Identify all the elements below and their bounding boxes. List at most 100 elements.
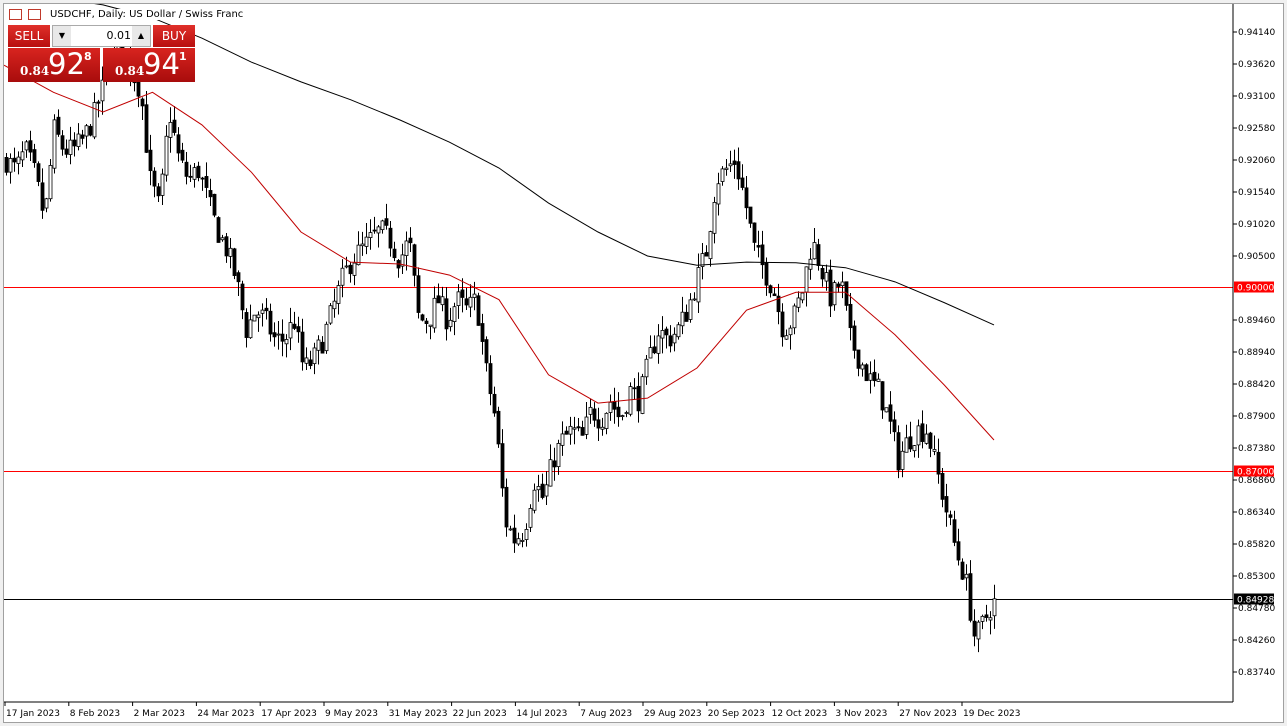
candle-body: [972, 620, 977, 637]
sell-button[interactable]: SELL: [8, 25, 50, 47]
candle-body: [624, 412, 629, 414]
price-tick-label: 0.93100: [1238, 92, 1275, 102]
candle: [80, 129, 85, 145]
candle: [620, 414, 625, 421]
candle-body: [816, 244, 821, 266]
candle: [764, 257, 769, 296]
candle-body: [732, 160, 737, 165]
candle-body: [488, 363, 493, 395]
candle: [720, 166, 725, 186]
candle: [636, 372, 641, 423]
candle: [852, 320, 857, 359]
candle: [352, 253, 357, 286]
candle: [552, 447, 557, 481]
candle: [676, 322, 681, 340]
candle-body: [764, 262, 769, 286]
bid-price[interactable]: 0.84 92 8: [8, 48, 100, 82]
candle-body: [748, 206, 753, 224]
candle-body: [920, 423, 925, 442]
candle-body: [692, 298, 697, 301]
candle: [848, 293, 853, 341]
candle: [300, 318, 305, 371]
candle: [192, 163, 197, 188]
increase-lot-button[interactable]: ▲: [132, 26, 150, 46]
candle: [240, 280, 245, 320]
price-tick-label: 0.87380: [1238, 444, 1275, 454]
candle-body: [872, 371, 877, 382]
candle: [476, 292, 481, 326]
candle: [512, 514, 517, 553]
ma-slow-line: [94, 4, 995, 326]
candle-body: [416, 275, 421, 313]
candle: [572, 416, 577, 445]
candle: [880, 381, 885, 419]
candle: [272, 322, 277, 347]
candle-body: [476, 295, 481, 326]
candle: [968, 560, 973, 623]
candle-body: [80, 134, 85, 139]
candle-body: [680, 311, 685, 327]
candle: [988, 611, 993, 635]
candle: [760, 230, 765, 279]
candle: [52, 114, 57, 174]
candle: [340, 259, 345, 298]
price-tick-label: 0.91020: [1238, 220, 1275, 230]
time-tick-label: 29 Aug 2023: [644, 709, 702, 719]
candle-body: [76, 133, 81, 147]
candle: [540, 473, 545, 500]
candle: [536, 474, 541, 502]
candle: [716, 172, 721, 216]
candle: [812, 228, 817, 260]
candle: [592, 402, 597, 427]
decrease-lot-button[interactable]: ▼: [53, 26, 71, 46]
candle: [780, 303, 785, 347]
chart-window[interactable]: [3, 3, 1284, 723]
candle-body: [524, 529, 529, 540]
symbol-icon[interactable]: [28, 9, 41, 20]
candle: [156, 183, 161, 203]
buy-button[interactable]: BUY: [153, 25, 195, 47]
candle: [320, 336, 325, 354]
candle-body: [308, 359, 313, 367]
candle-body: [980, 615, 985, 622]
candle: [200, 176, 205, 191]
time-tick-label: 3 Nov 2023: [835, 709, 887, 719]
candle-body: [460, 289, 465, 298]
candle: [504, 478, 509, 537]
candle-body: [284, 339, 289, 345]
price-tick-label: 0.85300: [1238, 572, 1275, 582]
candle: [708, 230, 713, 267]
candle-body: [528, 508, 533, 528]
lot-size-input[interactable]: [73, 28, 133, 43]
candle: [580, 420, 585, 436]
candle: [408, 227, 413, 253]
candle: [488, 355, 493, 406]
candle: [184, 152, 189, 185]
candle-body: [520, 539, 525, 542]
candle: [288, 307, 293, 351]
time-tick-label: 17 Apr 2023: [261, 709, 317, 719]
candle-body: [144, 104, 149, 153]
candle: [752, 222, 757, 251]
candle: [316, 335, 321, 365]
ask-price[interactable]: 0.84 94 1: [103, 48, 195, 82]
candle-body: [228, 247, 233, 257]
candle: [412, 243, 417, 287]
candle-body: [364, 236, 369, 247]
candle: [684, 304, 689, 322]
candle: [456, 284, 461, 319]
candle-body: [268, 310, 273, 335]
candle: [688, 293, 693, 323]
candle-body: [180, 149, 185, 161]
candle-body: [332, 300, 337, 310]
price-tick-label: 0.83740: [1238, 668, 1275, 678]
candle: [864, 363, 869, 382]
candle: [964, 564, 969, 591]
time-tick-label: 14 Jul 2023: [516, 709, 567, 719]
menu-icon[interactable]: [9, 9, 22, 20]
candle: [588, 398, 593, 424]
candle: [692, 292, 697, 302]
candle: [940, 468, 945, 508]
candle-body: [456, 291, 461, 307]
